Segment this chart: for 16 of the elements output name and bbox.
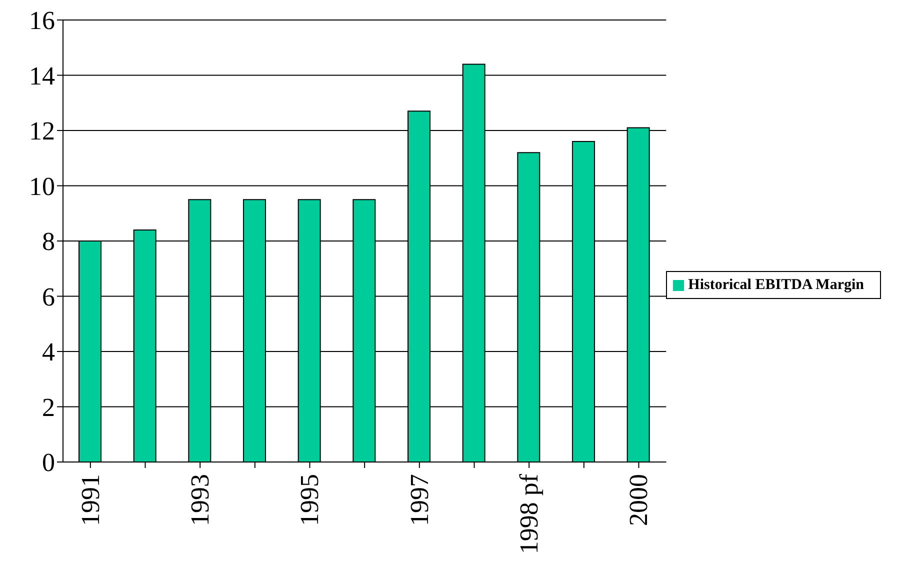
y-tick-label: 16 [29,6,55,36]
y-tick-label: 6 [42,282,55,312]
y-tick-label: 2 [42,392,55,422]
y-tick-label: 12 [29,116,55,146]
x-tick-label: 2000 [624,474,654,526]
x-tick-label: 1993 [186,474,215,526]
y-tick-label: 4 [42,338,55,367]
x-tick-label: 1995 [295,474,324,526]
legend-label: Historical EBITDA Margin [688,277,864,293]
x-tick-label: 1997 [404,474,434,526]
y-tick-label: 14 [29,61,55,90]
x-tick-label: 1998 pf [514,474,544,554]
x-tick-label: 1991 [76,474,105,526]
y-tick-label: 0 [42,448,55,478]
y-tick-label: 10 [29,172,55,201]
y-tick-label: 8 [42,227,55,256]
